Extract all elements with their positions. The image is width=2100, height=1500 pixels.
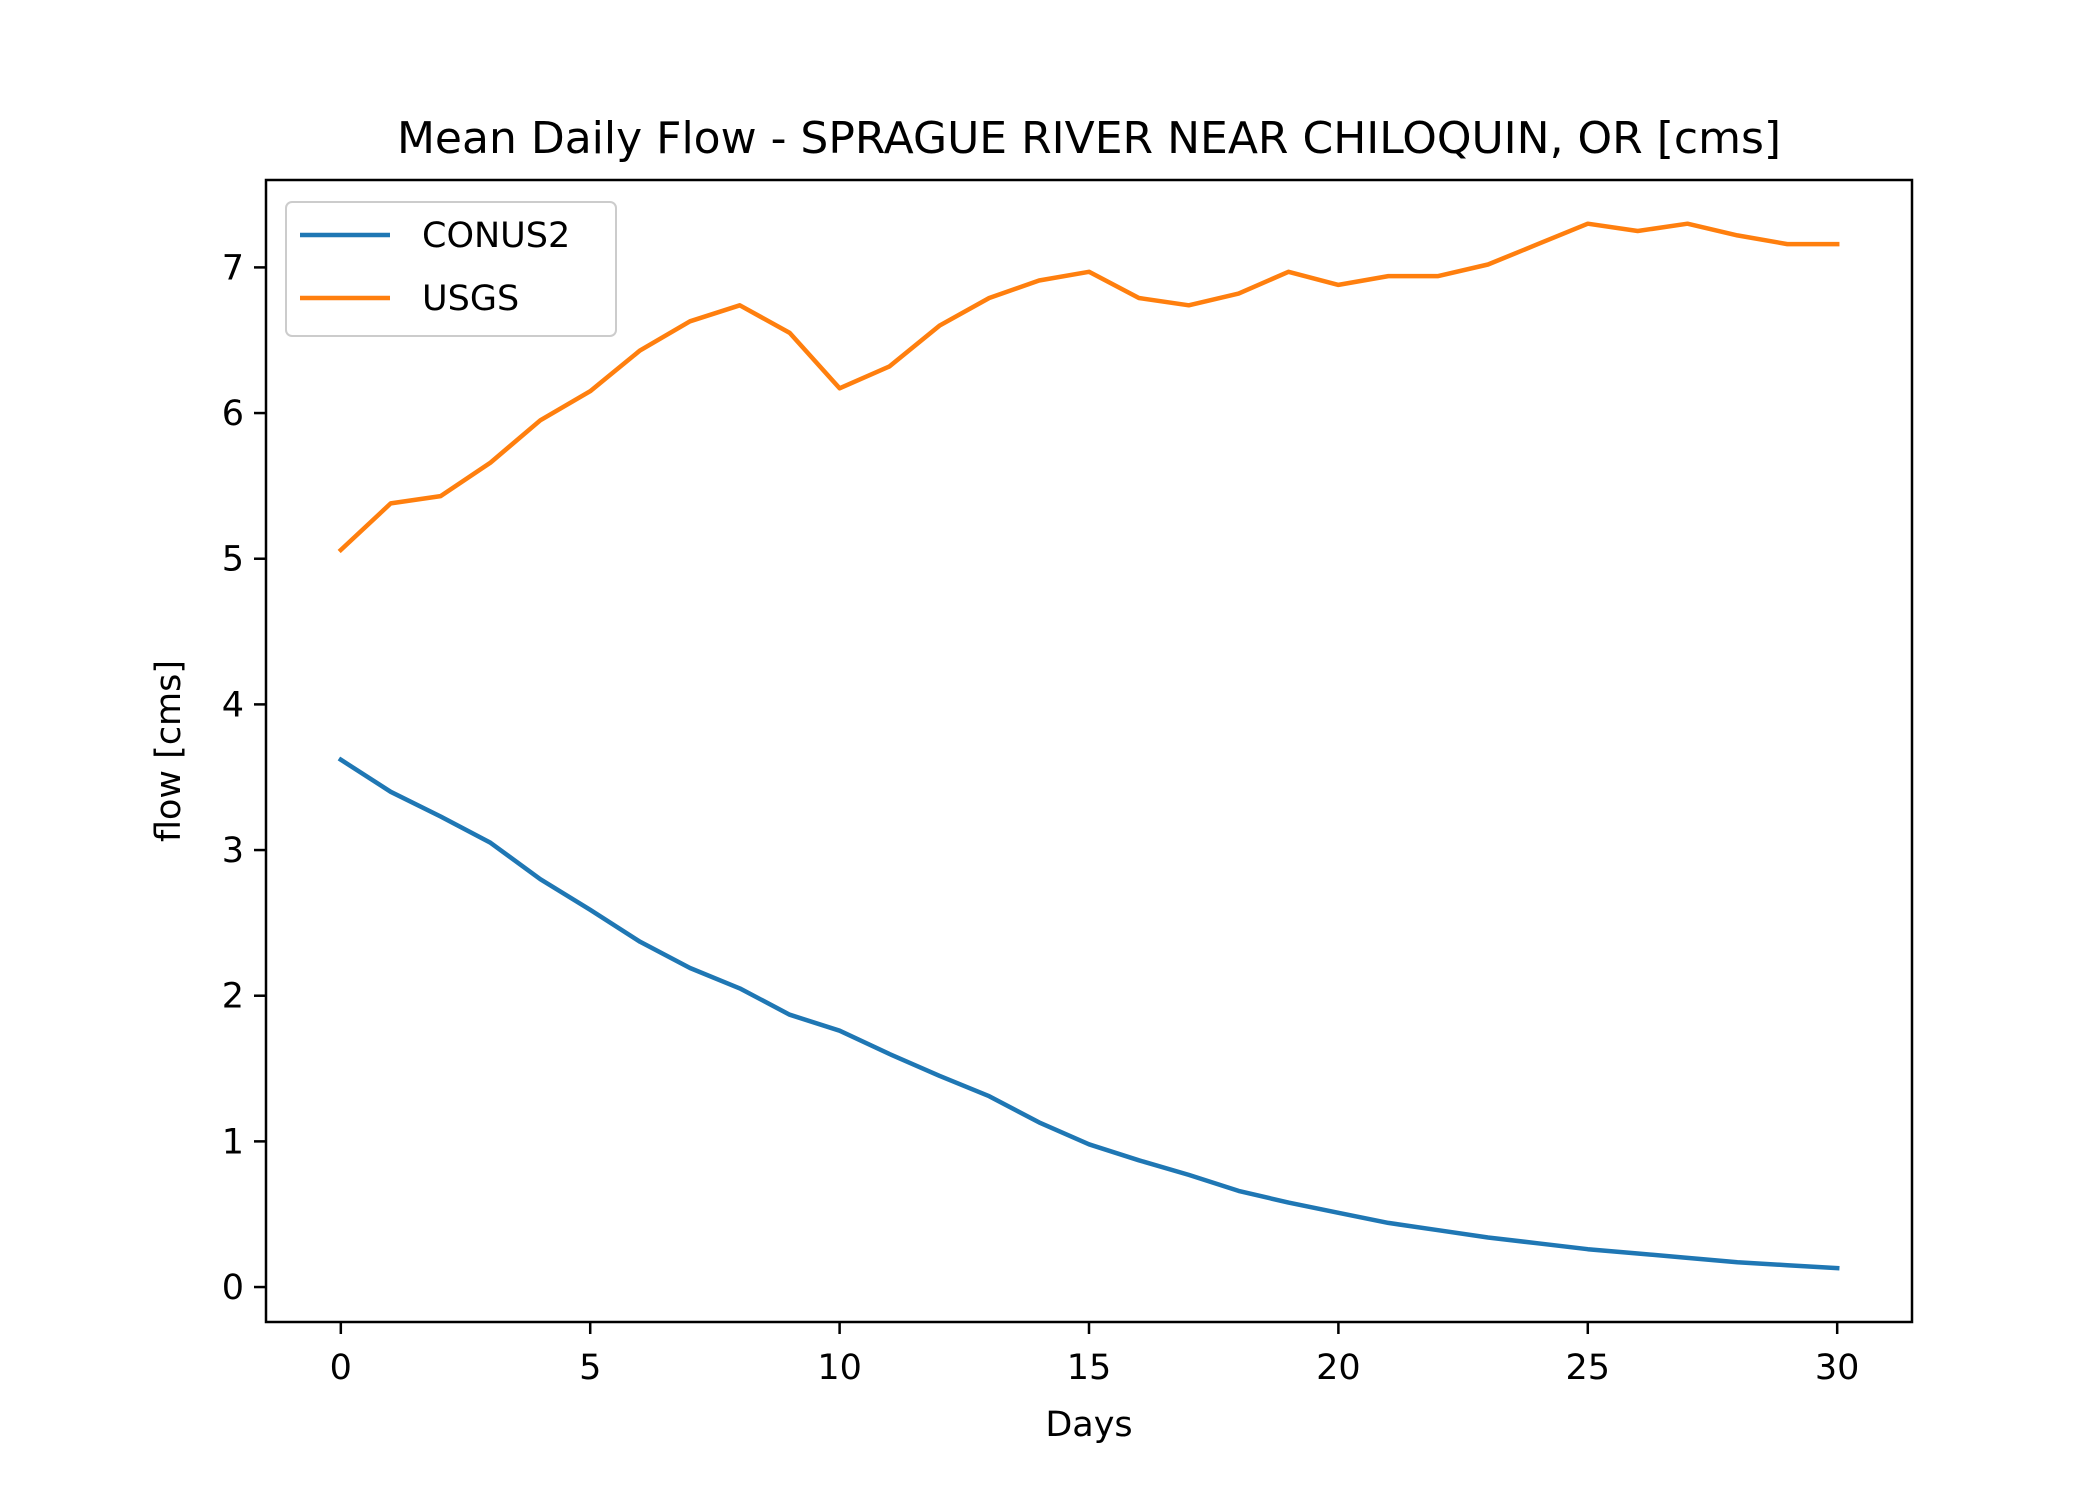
- x-tick-label: 5: [579, 1348, 601, 1388]
- series-line-conus2: [337, 756, 1840, 1271]
- data-point-conus2: [439, 815, 442, 818]
- data-point-conus2: [1337, 1211, 1340, 1214]
- x-tick-label: 0: [330, 1348, 352, 1388]
- y-tick-label: 7: [222, 248, 244, 288]
- data-point-usgs: [1736, 234, 1739, 237]
- data-point-usgs: [1786, 243, 1789, 246]
- data-point-conus2: [788, 1013, 791, 1016]
- data-point-conus2: [1187, 1173, 1190, 1176]
- data-point-usgs: [639, 349, 642, 352]
- data-point-conus2: [1586, 1248, 1589, 1251]
- data-point-usgs: [1636, 230, 1639, 233]
- data-point-usgs: [389, 502, 392, 505]
- legend-label-conus2: CONUS2: [422, 216, 570, 256]
- data-point-usgs: [788, 331, 791, 334]
- data-point-conus2: [389, 790, 392, 793]
- series-lines: [337, 221, 1840, 1271]
- data-point-conus2: [1137, 1159, 1140, 1162]
- data-point-usgs: [1137, 297, 1140, 300]
- data-point-usgs: [539, 419, 542, 422]
- x-tick-label: 10: [817, 1348, 862, 1388]
- data-point-usgs: [1586, 222, 1589, 225]
- chart-title: Mean Daily Flow - SPRAGUE RIVER NEAR CHI…: [397, 113, 1781, 164]
- x-tick-label: 15: [1067, 1348, 1112, 1388]
- data-point-usgs: [988, 297, 991, 300]
- data-point-conus2: [938, 1074, 941, 1077]
- x-tick-label: 20: [1316, 1348, 1361, 1388]
- data-point-conus2: [888, 1053, 891, 1056]
- data-point-usgs: [1337, 283, 1340, 286]
- x-tick-label: 30: [1815, 1348, 1860, 1388]
- y-axis-ticks: 0 1 2 3 4 5 6 7: [222, 248, 266, 1308]
- data-point-usgs: [938, 324, 941, 327]
- legend: CONUS2 USGS: [285, 201, 617, 337]
- data-point-usgs: [1437, 275, 1440, 278]
- y-tick-label: 6: [222, 394, 244, 434]
- data-point-conus2: [1038, 1121, 1041, 1124]
- y-axis-label: flow [cms]: [149, 660, 189, 842]
- data-point-usgs: [1387, 275, 1390, 278]
- data-point-conus2: [339, 758, 342, 761]
- data-point-usgs: [489, 461, 492, 464]
- data-point-usgs: [888, 365, 891, 368]
- data-point-conus2: [988, 1095, 991, 1098]
- data-point-conus2: [1736, 1261, 1739, 1264]
- data-point-usgs: [1686, 222, 1689, 225]
- series-line-usgs: [337, 221, 1840, 554]
- data-point-usgs: [1287, 270, 1290, 273]
- data-point-conus2: [589, 908, 592, 911]
- data-point-conus2: [738, 987, 741, 990]
- legend-label-usgs: USGS: [422, 279, 519, 319]
- data-point-usgs: [589, 390, 592, 393]
- y-tick-label: 4: [222, 685, 244, 725]
- data-point-conus2: [1636, 1252, 1639, 1255]
- y-tick-label: 0: [222, 1268, 244, 1308]
- data-point-usgs: [838, 387, 841, 390]
- data-point-conus2: [639, 940, 642, 943]
- data-point-usgs: [1088, 270, 1091, 273]
- data-point-conus2: [1287, 1201, 1290, 1204]
- data-point-conus2: [1536, 1242, 1539, 1245]
- data-point-usgs: [1536, 243, 1539, 246]
- data-point-conus2: [1437, 1229, 1440, 1232]
- data-point-usgs: [1836, 243, 1839, 246]
- data-point-conus2: [838, 1029, 841, 1032]
- plot-area-frame: [264, 178, 1914, 1324]
- data-point-usgs: [689, 320, 692, 323]
- data-point-conus2: [1387, 1221, 1390, 1224]
- data-point-conus2: [1237, 1189, 1240, 1192]
- data-point-usgs: [339, 549, 342, 552]
- y-tick-label: 2: [222, 977, 244, 1017]
- data-point-conus2: [539, 878, 542, 881]
- x-axis-ticks: 0 5 10 15 20 25 30: [330, 1322, 1860, 1388]
- x-tick-label: 25: [1566, 1348, 1611, 1388]
- x-axis-label: Days: [1045, 1405, 1132, 1445]
- data-point-usgs: [1237, 292, 1240, 295]
- y-tick-label: 1: [222, 1122, 244, 1162]
- data-point-usgs: [1038, 279, 1041, 282]
- data-point-conus2: [689, 967, 692, 970]
- data-point-conus2: [1836, 1267, 1839, 1270]
- data-point-conus2: [489, 841, 492, 844]
- data-point-conus2: [1686, 1256, 1689, 1259]
- data-point-usgs: [1487, 263, 1490, 266]
- data-point-conus2: [1786, 1264, 1789, 1267]
- data-point-usgs: [439, 495, 442, 498]
- data-point-conus2: [1088, 1143, 1091, 1146]
- data-point-usgs: [1187, 304, 1190, 307]
- data-point-conus2: [1487, 1236, 1490, 1239]
- data-point-usgs: [738, 304, 741, 307]
- y-tick-label: 5: [222, 540, 244, 580]
- y-tick-label: 3: [222, 831, 244, 871]
